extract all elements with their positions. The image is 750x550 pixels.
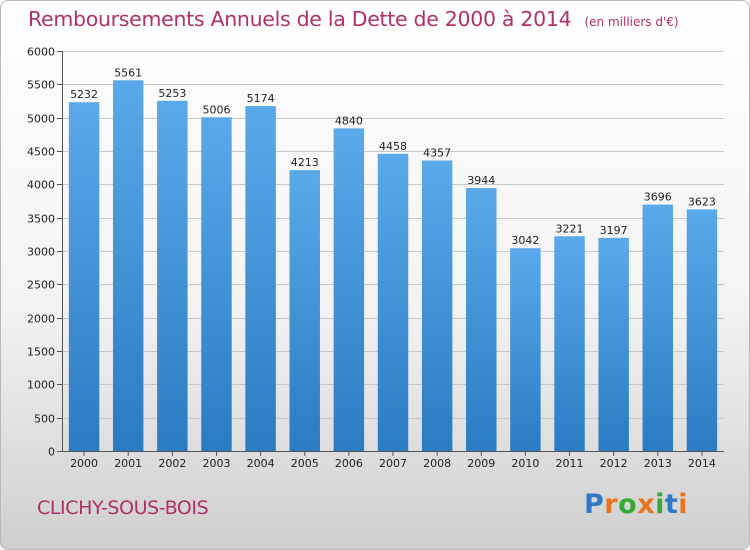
bar-2001	[112, 80, 144, 452]
y-tick-label: 3000	[27, 246, 55, 259]
data-label-2007: 4458	[379, 140, 407, 153]
bar-2009	[466, 188, 497, 452]
data-labels: 5232 5561 5253 5006 5174 4213 4840 4458 4357 3944…	[70, 66, 716, 247]
bar-2010	[510, 248, 541, 451]
bar-2011	[554, 236, 585, 451]
data-label-2001: 5561	[114, 66, 142, 79]
data-label-2013: 3696	[644, 191, 672, 204]
bar-2004	[245, 106, 276, 452]
logo-letter: r	[604, 489, 619, 520]
x-tick-label-2008: 2008	[423, 457, 451, 470]
data-label-2014: 3623	[688, 195, 716, 208]
y-tick-label: 2000	[27, 313, 55, 326]
y-tick-label: 2500	[27, 279, 55, 292]
chart-title: Remboursements Annuels de la Dette de 20…	[28, 7, 572, 31]
data-label-2004: 5174	[247, 92, 275, 105]
y-tick-label: 0	[48, 446, 55, 459]
x-tick-label-2009: 2009	[467, 457, 495, 470]
data-label-2008: 4357	[423, 147, 451, 160]
x-tick-label-2007: 2007	[379, 457, 407, 470]
y-tick-label: 500	[34, 413, 55, 426]
y-tick-label: 1000	[27, 379, 55, 392]
logo-letter: i	[655, 489, 665, 520]
y-tick-label: 3500	[27, 213, 55, 226]
x-tick-label-2014: 2014	[688, 457, 716, 470]
title-row: Remboursements Annuels de la Dette de 20…	[28, 7, 679, 31]
bar-2008	[421, 160, 453, 452]
bar-2013	[642, 204, 674, 451]
proxiti-logo[interactable]: Proxiti	[584, 489, 688, 520]
logo-letter: t	[664, 489, 679, 520]
data-label-2011: 3221	[556, 222, 584, 235]
y-tick-label: 4500	[27, 146, 55, 159]
x-tick-label-2010: 2010	[511, 457, 539, 470]
bars	[68, 80, 718, 452]
data-label-2009: 3944	[467, 174, 495, 187]
bar-2003	[201, 117, 232, 452]
bar-2014	[686, 209, 718, 451]
x-tick-label-2012: 2012	[600, 457, 628, 470]
bar-2007	[377, 153, 409, 452]
x-tick-label-2006: 2006	[335, 457, 363, 470]
logo-letter: o	[618, 489, 638, 520]
data-label-2006: 4840	[335, 114, 363, 127]
y-tick-label: 6000	[27, 46, 55, 59]
y-tick-labels: 0 500 1000 1500 2000 2500 3000 3500 4000 4500 5000…	[27, 46, 55, 459]
data-label-2010: 3042	[511, 234, 539, 247]
bar-2002	[157, 100, 188, 452]
y-tick-label: 5500	[27, 79, 55, 92]
x-tick-labels: 2000 2001 2002 2003 2004 2005 2006 2007 2008 2009…	[70, 451, 716, 470]
bar-2005	[289, 170, 320, 451]
bar-2000	[68, 102, 100, 451]
chart-subtitle: (en milliers d'€)	[584, 15, 679, 29]
data-label-2000: 5232	[70, 88, 98, 101]
data-label-2002: 5253	[158, 87, 186, 100]
x-tick-label-2000: 2000	[70, 457, 98, 470]
y-tick-label: 5000	[27, 113, 55, 126]
bar-2006	[333, 128, 365, 451]
data-label-2005: 4213	[291, 156, 319, 169]
x-tick-label-2004: 2004	[247, 457, 275, 470]
x-tick-label-2005: 2005	[291, 457, 319, 470]
y-tick-label: 4000	[27, 179, 55, 192]
logo-letter: i	[678, 489, 689, 520]
bar-2012	[598, 237, 629, 451]
logo-letter: P	[584, 489, 605, 520]
x-tick-label-2002: 2002	[158, 457, 186, 470]
logo-letter: x	[637, 489, 656, 520]
y-tick-label: 1500	[27, 346, 55, 359]
x-tick-label-2003: 2003	[202, 457, 230, 470]
x-tick-label-2011: 2011	[556, 457, 584, 470]
city-name: CLICHY-SOUS-BOIS	[37, 497, 209, 519]
x-tick-label-2001: 2001	[114, 457, 142, 470]
data-label-2003: 5006	[202, 103, 230, 116]
data-label-2012: 3197	[600, 224, 628, 237]
x-tick-label-2013: 2013	[644, 457, 672, 470]
